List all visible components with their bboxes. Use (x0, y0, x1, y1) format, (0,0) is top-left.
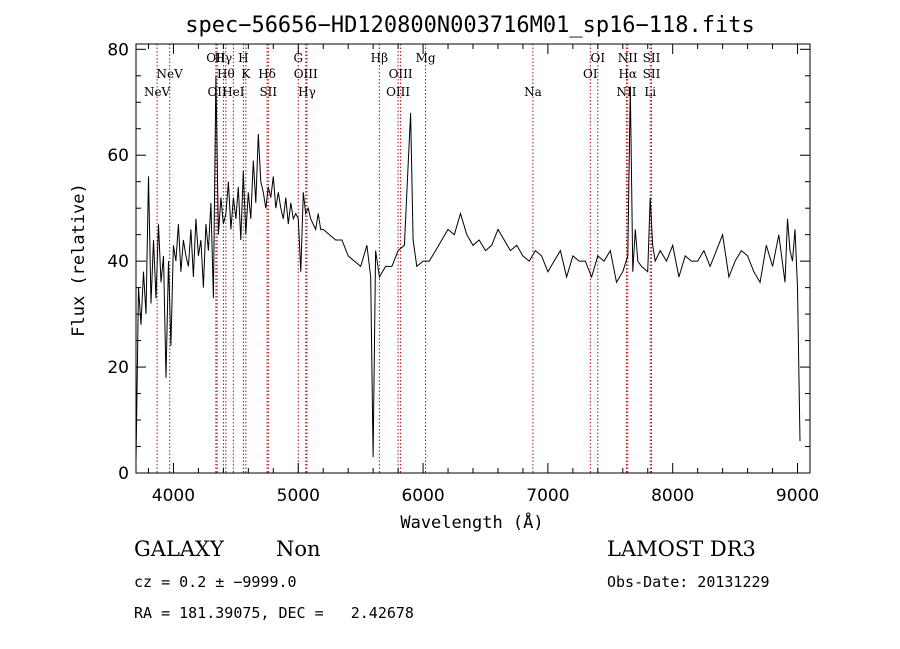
plot-frame (135, 43, 811, 474)
cz-value: cz = 0.2 ± −9999.0 (134, 573, 297, 591)
x-tick-label: 4000 (152, 486, 195, 506)
x-tick-label: 6000 (401, 486, 444, 506)
x-axis-label: Wavelength (Å) (400, 511, 543, 533)
spectral-line-label: H (238, 51, 248, 65)
spectral-line-label: NeV (144, 85, 171, 99)
y-tick-label: 20 (107, 358, 129, 378)
spectral-line-label: NeV (157, 67, 184, 81)
spectral-line-label: Na (524, 85, 542, 99)
chart-title: spec−56656−HD120800N003716M01_sp16−118.f… (185, 13, 755, 38)
spectral-line-label: Li (644, 85, 656, 99)
spectral-line-label: Hγ (215, 51, 233, 65)
y-axis-ticks: 0 20 40 60 80 (107, 40, 810, 484)
spectral-line-markers (156, 44, 652, 473)
spectral-line-label: Mg (416, 51, 436, 65)
spectral-line-label: NII (617, 85, 637, 99)
x-axis-ticks: 4000 5000 6000 7000 8000 9000 (147, 44, 819, 506)
spectral-line-label: OII (206, 51, 226, 65)
spectral-line-label: OIII (386, 85, 410, 99)
spectral-line-label: K (241, 67, 251, 81)
spectral-line-label: OI (583, 67, 598, 81)
class-label: GALAXY (134, 537, 224, 561)
spectral-line-label: Hγ (298, 85, 316, 99)
flux-series-line (135, 75, 801, 463)
y-axis-label: Flux (relative) (69, 183, 89, 337)
x-tick-label: 8000 (651, 486, 694, 506)
y-tick-label: 80 (107, 40, 129, 60)
spectral-line-label: OIII (294, 67, 318, 81)
y-tick-label: 0 (118, 464, 129, 484)
x-tick-label: 5000 (277, 486, 320, 506)
survey-label: LAMOST DR3 (607, 537, 756, 561)
spectral-line-label: Hα (618, 67, 637, 81)
obs-date: Obs-Date: 20131229 (607, 573, 770, 591)
spectral-line-label: HeI (222, 85, 245, 99)
coordinates: RA = 181.39075, DEC = 2.42678 (134, 604, 414, 622)
x-tick-label: 9000 (776, 486, 819, 506)
spectral-line-label: Hθ (217, 67, 235, 81)
x-tick-label: 7000 (526, 486, 569, 506)
spectral-line-label: OII (207, 85, 227, 99)
spectral-line-label: OIII (389, 67, 413, 81)
spectral-line-label: NII (618, 51, 638, 65)
spectral-line-label: SII (643, 67, 661, 81)
spectral-line-label: OI (591, 51, 606, 65)
spectral-line-label: Hβ (371, 51, 388, 65)
subclass-label: Non (276, 537, 321, 561)
y-tick-label: 40 (107, 252, 129, 272)
spectral-line-label: SII (643, 51, 661, 65)
spectral-line-label: SII (259, 85, 277, 99)
spectral-line-label: G (293, 51, 303, 65)
spectral-line-label: Hδ (258, 67, 276, 81)
y-tick-label: 60 (107, 146, 129, 166)
